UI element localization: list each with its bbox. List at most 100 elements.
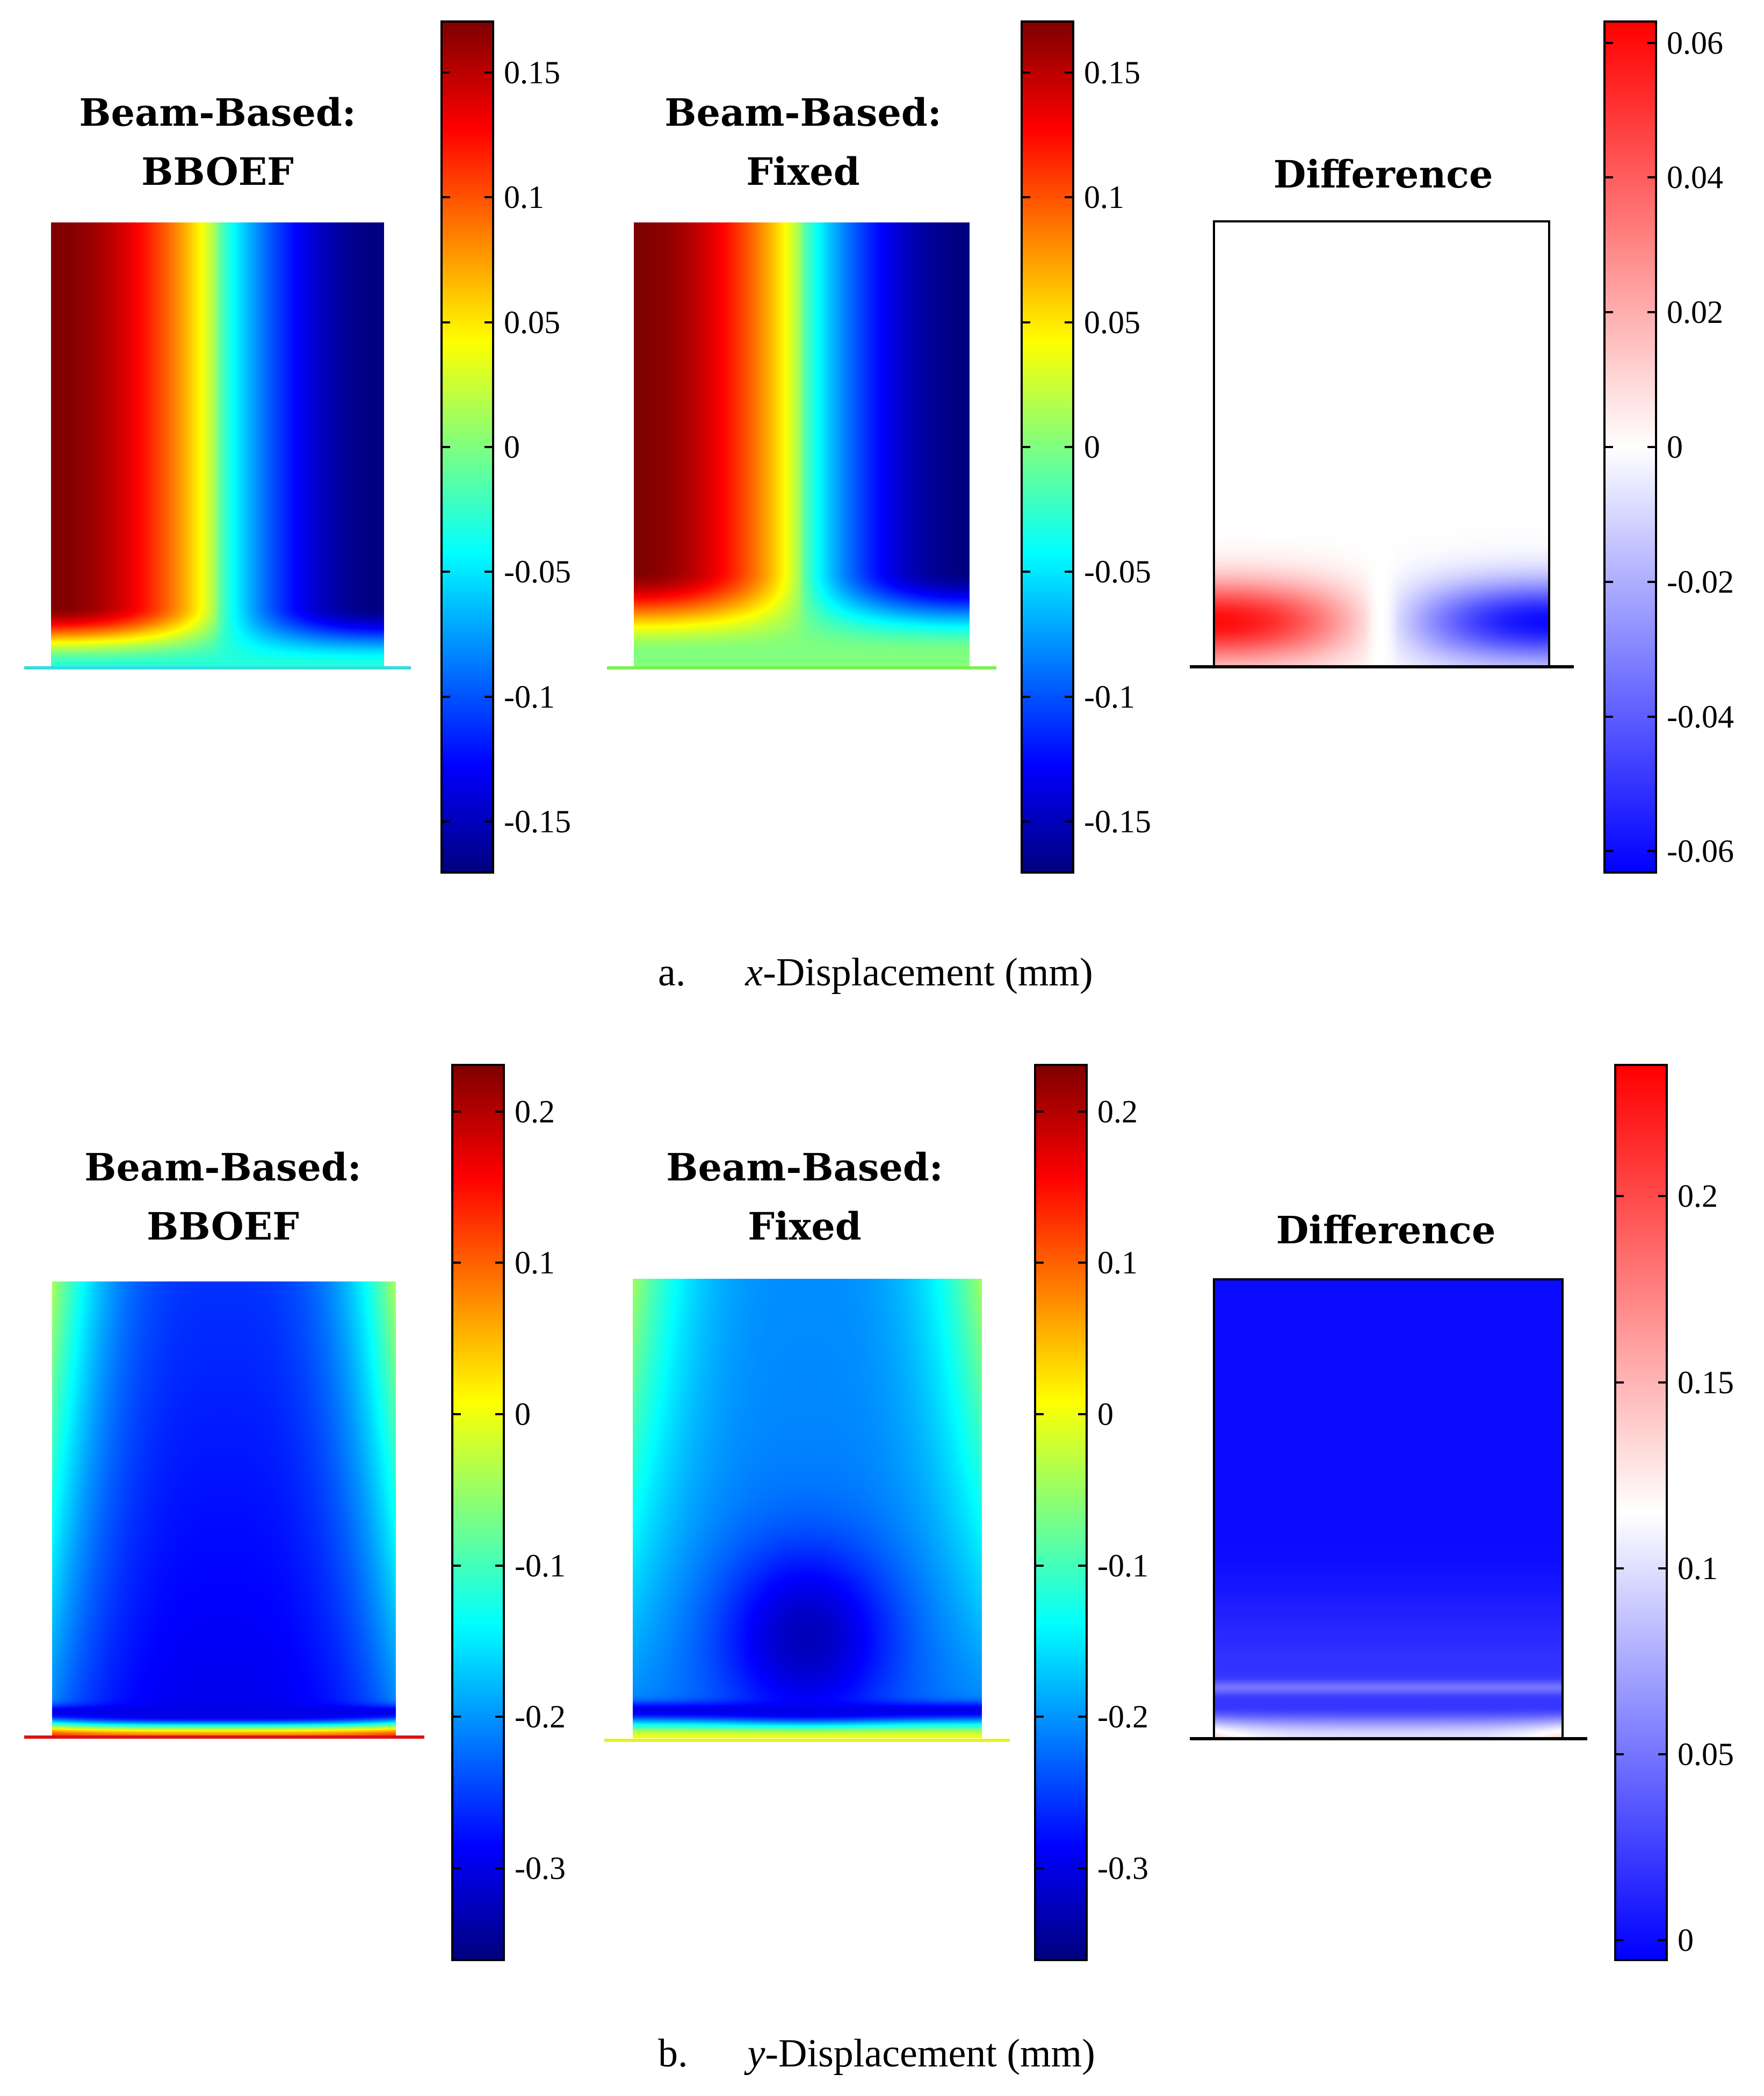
- base-line-x-bboef: [24, 666, 411, 669]
- colorbar-tick-label: 0: [515, 1396, 531, 1432]
- colorbar-tick-label: -0.1: [1097, 1547, 1148, 1583]
- colorbar-tick-mark: [1065, 820, 1072, 823]
- colorbar-tick-mark: [1658, 1195, 1666, 1198]
- colorbar-tick-mark: [1647, 715, 1655, 718]
- colorbar-tick-label: -0.04: [1667, 698, 1734, 734]
- colorbar-tick-label: 0.1: [1084, 179, 1124, 215]
- caption-text: -Displacement (mm): [765, 2032, 1095, 2076]
- colorbar-tick-mark: [1606, 715, 1613, 718]
- colorbar-tick-mark: [1023, 321, 1030, 323]
- caption-letter: b.: [658, 2032, 688, 2076]
- colorbar-tick-label: 0.15: [504, 54, 560, 90]
- colorbar-tick-label: 0.2: [515, 1093, 555, 1129]
- title-line: Fixed: [746, 149, 860, 194]
- title-line: BBOEF: [141, 149, 294, 194]
- colorbar-y-difference: [1614, 1064, 1668, 1961]
- caption-variable: y: [747, 2032, 765, 2076]
- colorbar-tick-label: 0.1: [504, 179, 544, 215]
- caption-b: b. y-Displacement (mm): [658, 2031, 1095, 2077]
- colorbar-tick-mark: [1065, 446, 1072, 448]
- colorbar-tick-mark: [1065, 196, 1072, 199]
- colorbar-tick-mark: [443, 196, 450, 199]
- colorbar-tick-mark: [1078, 1564, 1086, 1567]
- colorbar-tick-mark: [1023, 446, 1030, 448]
- base-line-y-difference: [1190, 1737, 1587, 1740]
- caption-text: -Displacement (mm): [763, 950, 1093, 995]
- heatmap-y-bboef: [52, 1281, 396, 1737]
- colorbar-tick-label: -0.3: [1097, 1850, 1148, 1886]
- colorbar-tick-mark: [453, 1716, 461, 1718]
- colorbar-tick-mark: [1065, 71, 1072, 74]
- colorbar-tick-mark: [1616, 1753, 1624, 1756]
- panel-title-y-fixed: Beam-Based: Fixed: [635, 1138, 974, 1256]
- colorbar-tick-mark: [1616, 1381, 1624, 1384]
- colorbar-tick-label: 0.2: [1678, 1178, 1718, 1214]
- colorbar-tick-mark: [453, 1413, 461, 1415]
- colorbar-tick-label: -0.15: [504, 804, 571, 840]
- colorbar-tick-label: -0.2: [515, 1699, 566, 1735]
- colorbar-tick-mark: [1616, 1195, 1624, 1198]
- colorbar-tick-mark: [1616, 1939, 1624, 1942]
- colorbar-tick-mark: [1647, 580, 1655, 583]
- title-line: Beam-Based:: [666, 1145, 943, 1190]
- colorbar-tick-label: -0.1: [504, 679, 555, 715]
- colorbar-tick-mark: [1606, 311, 1613, 314]
- colorbar-tick-mark: [1658, 1939, 1666, 1942]
- colorbar-tick-mark: [495, 1867, 503, 1869]
- heatmap-y-fixed: [633, 1279, 982, 1738]
- panel-title-y-difference: Difference: [1217, 1201, 1555, 1260]
- colorbar-tick-mark: [1023, 820, 1030, 823]
- colorbar-tick-mark: [443, 571, 450, 573]
- colorbar-tick-label: 0.05: [1678, 1737, 1734, 1773]
- colorbar-tick-label: 0.15: [1678, 1364, 1734, 1400]
- colorbar-tick-mark: [443, 321, 450, 323]
- colorbar-tick-mark: [1036, 1262, 1044, 1264]
- colorbar-tick-mark: [453, 1110, 461, 1113]
- colorbar-tick-mark: [1023, 71, 1030, 74]
- colorbar-tick-mark: [1078, 1867, 1086, 1869]
- colorbar-tick-mark: [1078, 1262, 1086, 1264]
- title-line: Fixed: [748, 1204, 862, 1249]
- title-line: Difference: [1273, 152, 1493, 197]
- colorbar-tick-mark: [443, 71, 450, 74]
- heatmap-x-fixed: [634, 222, 970, 668]
- colorbar-tick-label: 0.06: [1667, 25, 1723, 61]
- colorbar-tick-mark: [485, 321, 492, 323]
- colorbar-tick-mark: [1023, 571, 1030, 573]
- title-line: Beam-Based:: [84, 1145, 362, 1190]
- colorbar-tick-mark: [1065, 321, 1072, 323]
- colorbar-tick-mark: [1606, 850, 1613, 853]
- colorbar-tick-label: 0: [1097, 1396, 1114, 1432]
- base-line-y-bboef: [24, 1735, 424, 1739]
- panel-title-y-bboef: Beam-Based: BBOEF: [54, 1138, 392, 1256]
- colorbar-tick-mark: [443, 820, 450, 823]
- colorbar-tick-mark: [1078, 1716, 1086, 1718]
- heatmap-x-bboef: [51, 222, 384, 668]
- colorbar-tick-mark: [495, 1413, 503, 1415]
- base-line-y-fixed: [604, 1739, 1010, 1742]
- colorbar-tick-mark: [495, 1262, 503, 1264]
- colorbar-tick-mark: [1065, 571, 1072, 573]
- colorbar-tick-mark: [495, 1564, 503, 1567]
- colorbar-tick-mark: [485, 820, 492, 823]
- colorbar-y-fixed: [1034, 1064, 1088, 1961]
- colorbar-tick-mark: [495, 1716, 503, 1718]
- colorbar-tick-label: 0: [504, 429, 520, 465]
- colorbar-tick-mark: [1078, 1413, 1086, 1415]
- colorbar-tick-label: 0: [1678, 1922, 1694, 1958]
- colorbar-tick-mark: [453, 1262, 461, 1264]
- heatmap-y-difference: [1213, 1278, 1564, 1740]
- colorbar-tick-mark: [443, 446, 450, 448]
- colorbar-tick-mark: [1647, 176, 1655, 179]
- colorbar-tick-mark: [453, 1564, 461, 1567]
- colorbar-tick-mark: [1078, 1110, 1086, 1113]
- colorbar-tick-label: -0.1: [515, 1547, 566, 1583]
- colorbar-tick-label: 0.1: [1678, 1550, 1718, 1586]
- colorbar-tick-mark: [1658, 1381, 1666, 1384]
- colorbar-tick-label: -0.05: [1084, 554, 1151, 590]
- caption-variable: x: [745, 950, 763, 995]
- colorbar-tick-label: 0.02: [1667, 294, 1723, 330]
- colorbar-tick-mark: [1647, 850, 1655, 853]
- panel-title-x-bboef: Beam-Based: BBOEF: [48, 83, 387, 201]
- colorbar-tick-mark: [1036, 1110, 1044, 1113]
